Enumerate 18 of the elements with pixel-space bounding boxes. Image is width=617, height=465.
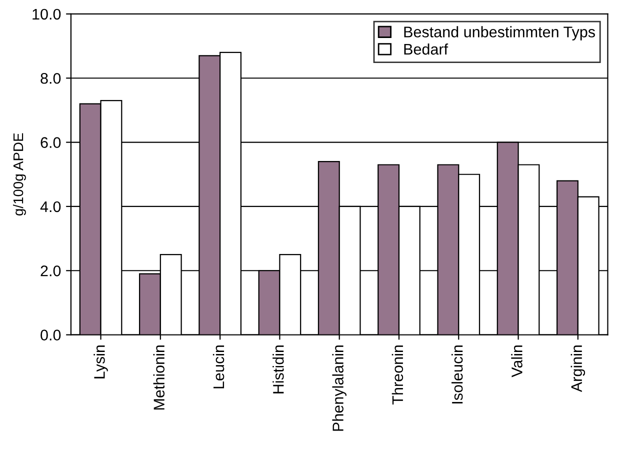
y-tick-label: 0.0 xyxy=(40,330,61,340)
legend-label: Bedarf xyxy=(404,43,448,55)
y-tick-label: 8.0 xyxy=(40,72,61,84)
x-tick-label: Histidin xyxy=(272,346,284,394)
legend-label: Bestand unbestimmten Typs xyxy=(404,26,595,40)
x-tick-label: Leucin xyxy=(212,346,224,388)
y-tick-label: 6.0 xyxy=(40,137,61,148)
y-tick-label: 4.0 xyxy=(40,201,61,212)
x-tick-label: Arginin xyxy=(570,346,586,392)
y-tick-label: 2.0 xyxy=(40,266,61,276)
y-tick-label: 10.0 xyxy=(32,8,61,20)
y-axis-title: g/100g APDE xyxy=(13,133,26,216)
x-tick-label: Phenylalanin xyxy=(332,346,346,431)
x-tick-label: Threonin xyxy=(392,346,404,404)
x-tick-label: Valin xyxy=(511,346,522,378)
x-tick-label: Lysin xyxy=(94,346,108,378)
x-tick-label: Isoleucin xyxy=(452,346,463,404)
x-tick-label: Methionin xyxy=(153,346,165,410)
